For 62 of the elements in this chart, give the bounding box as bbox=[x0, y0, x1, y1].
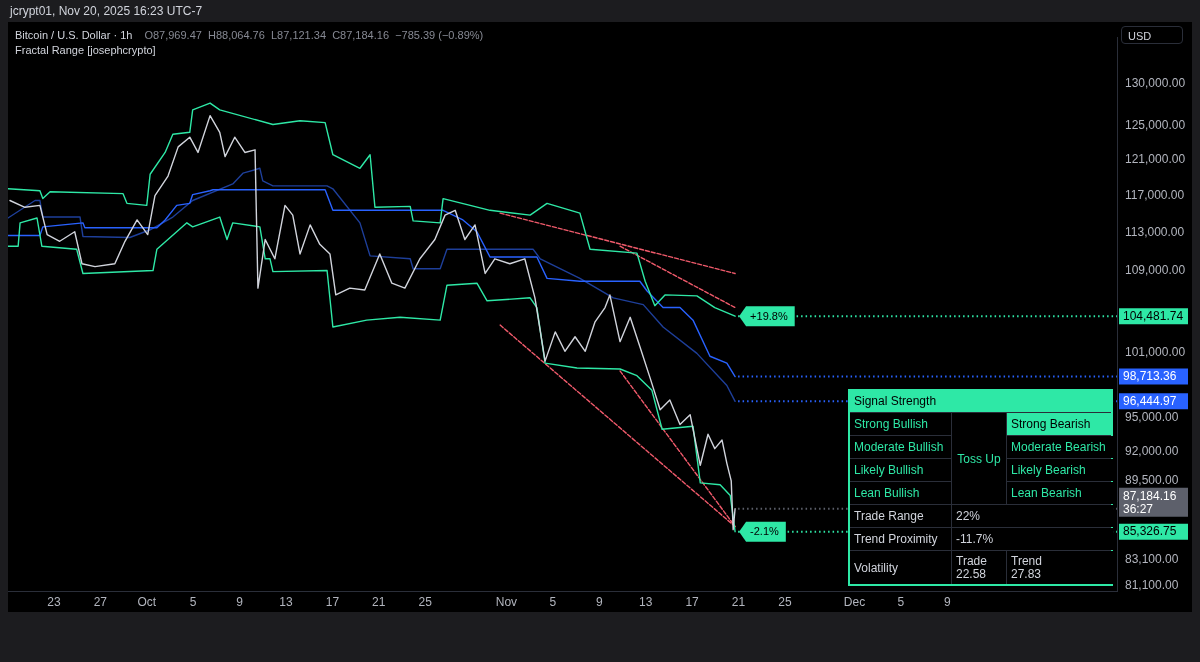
y-tick-label: 92,000.00 bbox=[1125, 443, 1179, 458]
annotation: Fractal Range [josephcrypto] bbox=[15, 44, 156, 56]
y-tick-label: 89,500.00 bbox=[1125, 473, 1179, 488]
x-tick-label: 9 bbox=[236, 594, 244, 609]
ref-line-label: 104,481.74 bbox=[1123, 308, 1184, 323]
annotation: Trade bbox=[956, 553, 987, 568]
y-tick-label: 113,000.00 bbox=[1125, 225, 1185, 240]
y-tick-label: 101,000.00 bbox=[1125, 344, 1186, 359]
ref-line-label: 96,444.97 bbox=[1123, 394, 1177, 409]
chart-title: Bitcoin / U.S. Dollar · 1h bbox=[15, 29, 133, 41]
x-tick-label: Nov bbox=[495, 594, 518, 609]
x-tick-label: Oct bbox=[137, 594, 157, 609]
y-axis-title: USD bbox=[1121, 26, 1183, 44]
ref-line-label: 87,184.16 36:27 bbox=[1123, 488, 1177, 516]
y-tick-label: 95,000.00 bbox=[1125, 409, 1179, 424]
x-tick-label: 13 bbox=[638, 594, 653, 609]
x-tick-label: 25 bbox=[418, 594, 433, 609]
annotation: -11.7% bbox=[956, 532, 994, 546]
chart-subtitle: O87,969.47 H88,064.76 L87,121.34 C87,184.16 −785.39 (−0.89%) bbox=[144, 29, 484, 41]
text: Signal Strength bbox=[850, 391, 1113, 412]
annotation: Trend bbox=[1011, 553, 1042, 568]
annotation: 22.58 bbox=[956, 566, 987, 581]
annotation: 22% bbox=[956, 509, 981, 523]
y-tick-label: 81,100.00 bbox=[1125, 578, 1179, 593]
x-tick-label: 21 bbox=[372, 594, 386, 609]
annotation: Trend Proximity bbox=[854, 532, 938, 546]
y-tick-label: 125,000.00 bbox=[1125, 117, 1186, 132]
y-tick-label: 121,000.00 bbox=[1125, 152, 1186, 167]
x-tick-label: 9 bbox=[943, 594, 951, 609]
x-tick-label: 5 bbox=[549, 594, 557, 609]
y-tick-label: 117,000.00 bbox=[1125, 188, 1185, 203]
ref-line-label: 85,326.75 bbox=[1123, 524, 1177, 539]
x-tick-label: 9 bbox=[595, 594, 603, 609]
annotation: Lean Bullish bbox=[854, 486, 920, 500]
annotation: Toss Up bbox=[957, 451, 1001, 466]
text: jcrypt01, Nov 20, 2025 16:23 UTC-7 bbox=[10, 4, 203, 18]
annotation: Trade Range bbox=[854, 509, 924, 523]
x-tick-label: 5 bbox=[189, 594, 197, 609]
annotation: +19.8% bbox=[750, 309, 788, 322]
annotation: Lean Bearish bbox=[1011, 486, 1082, 500]
y-tick-label: 130,000.00 bbox=[1125, 75, 1186, 90]
annotation: Likely Bullish bbox=[854, 463, 924, 477]
annotation: Moderate Bearish bbox=[1011, 440, 1106, 454]
x-tick-label: 5 bbox=[897, 594, 905, 609]
x-tick-label: 23 bbox=[47, 594, 61, 609]
annotation: Volatility bbox=[854, 560, 899, 575]
x-tick-label: 17 bbox=[325, 594, 340, 609]
x-tick-label: 25 bbox=[778, 594, 792, 609]
x-tick-label: Dec bbox=[843, 594, 866, 609]
annotation: 27.83 bbox=[1011, 566, 1042, 581]
annotation: -2.1% bbox=[750, 525, 780, 538]
x-tick-label: 21 bbox=[731, 594, 746, 609]
x-tick-label: 27 bbox=[93, 594, 108, 609]
x-tick-label: 17 bbox=[685, 594, 700, 609]
y-tick-label: 83,100.00 bbox=[1125, 552, 1179, 567]
annotation: Moderate Bullish bbox=[854, 440, 944, 454]
annotation: Strong Bullish bbox=[854, 417, 929, 431]
ref-line-label: 98,713.36 bbox=[1123, 369, 1177, 384]
annotation: Likely Bearish bbox=[1011, 463, 1086, 477]
x-tick-label: 13 bbox=[279, 594, 293, 609]
y-tick-label: 109,000.00 bbox=[1125, 263, 1186, 278]
annotation: Strong Bearish bbox=[1011, 417, 1091, 431]
